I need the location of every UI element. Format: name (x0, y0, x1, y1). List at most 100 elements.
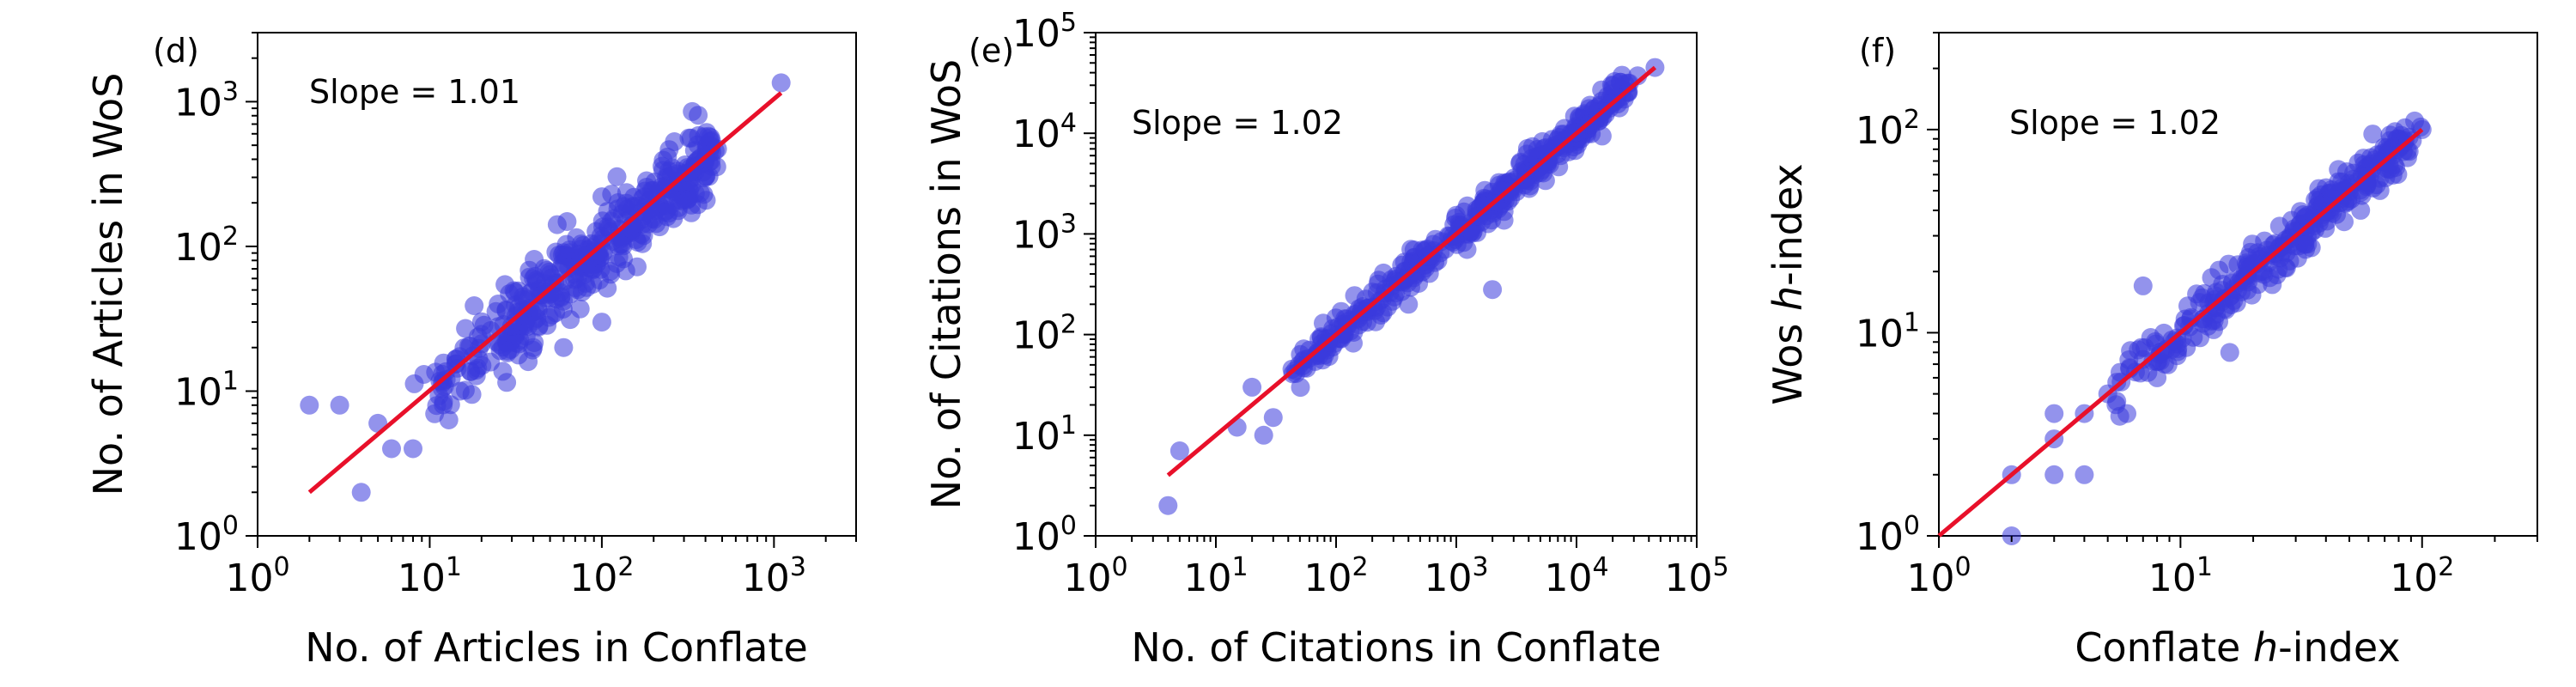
tick-base: 10 (1303, 556, 1352, 600)
tick-exponent: 2 (617, 552, 634, 582)
data-point (1494, 202, 1514, 222)
data-point (2281, 210, 2301, 230)
plot-frame-d (257, 32, 857, 537)
tick-exponent: 3 (1472, 552, 1488, 582)
tick-base: 10 (1063, 556, 1111, 600)
data-point (2148, 368, 2167, 387)
y-tick-label: 100 (174, 511, 239, 559)
data-point (1158, 495, 1178, 515)
data-point (474, 315, 494, 335)
tick-base: 10 (1906, 556, 1954, 600)
y-tick-label: 102 (1856, 105, 1920, 153)
tick-exponent: 0 (1060, 511, 1077, 541)
data-point (2386, 158, 2406, 177)
tick-base: 10 (1183, 556, 1231, 600)
data-point (683, 101, 702, 121)
y-tick-label: 101 (174, 366, 239, 414)
tick-exponent: 0 (1954, 552, 1971, 582)
tick-base: 10 (1664, 556, 1712, 600)
tick-exponent: 4 (1592, 552, 1608, 582)
data-point (1548, 144, 1567, 164)
tick-base: 10 (2148, 556, 2196, 600)
slope-annotation-d: Slope = 1.01 (309, 73, 520, 111)
y-tick-label: 104 (1012, 108, 1077, 156)
data-point (1242, 377, 1262, 397)
data-point (414, 365, 434, 384)
y-tick-label: 101 (1856, 307, 1920, 356)
tick-exponent: 2 (1060, 310, 1077, 340)
data-point (551, 288, 571, 307)
data-point (1401, 277, 1420, 297)
data-point (300, 395, 319, 415)
data-point (2202, 268, 2221, 288)
y-axis-label-f: Wos h-index (1765, 163, 1811, 404)
data-point (617, 183, 636, 203)
x-axis-label-f-italic: h (2253, 624, 2278, 671)
x-tick-label: 100 (1906, 552, 1971, 600)
data-point (2206, 298, 2226, 317)
data-point (1462, 223, 1482, 243)
tick-base: 10 (1012, 314, 1060, 358)
y-tick-label: 103 (174, 76, 239, 125)
data-point (2287, 248, 2307, 268)
x-tick-label: 100 (1063, 552, 1127, 600)
plot-frame-f (1938, 32, 2538, 537)
tick-base: 10 (2390, 556, 2438, 600)
data-point (498, 326, 518, 346)
data-point (2220, 288, 2239, 307)
y-tick-label: 102 (174, 222, 239, 270)
data-point (1263, 408, 1283, 428)
data-point (456, 319, 476, 338)
tick-exponent: 2 (1904, 105, 1920, 135)
marks-d (300, 73, 791, 502)
data-point (2044, 465, 2064, 484)
data-point (592, 187, 611, 207)
y-tick-label: 100 (1856, 511, 1920, 559)
data-point (351, 483, 371, 502)
data-point (2219, 254, 2239, 274)
data-point (1483, 280, 1503, 300)
x-tick-label: 101 (1183, 552, 1248, 600)
y-tick-label: 101 (1012, 410, 1077, 459)
data-point (465, 296, 484, 315)
fit-line (307, 91, 783, 495)
y-tick-label: 103 (1012, 209, 1077, 257)
data-point (489, 295, 508, 313)
tick-exponent: 5 (1060, 8, 1077, 38)
y-axis-label-e: No. of Citations in WoS (923, 59, 969, 509)
data-point (557, 212, 577, 231)
data-point (425, 404, 445, 423)
data-point (2075, 465, 2094, 484)
tick-base: 10 (1012, 415, 1060, 459)
data-point (2374, 137, 2394, 157)
data-point (1170, 441, 1189, 460)
data-point (2117, 404, 2136, 423)
data-point (1345, 286, 1364, 306)
tick-base: 10 (1544, 556, 1592, 600)
slope-annotation-e: Slope = 1.02 (1132, 104, 1343, 142)
data-point (2044, 404, 2064, 423)
data-point (1254, 425, 1273, 445)
data-point (1376, 279, 1395, 299)
y-tick-label: 102 (1012, 310, 1077, 358)
y-tick-label: 105 (1012, 8, 1077, 56)
tick-base: 10 (1856, 109, 1904, 153)
tick-exponent: 2 (1352, 552, 1368, 582)
data-point (1522, 149, 1541, 168)
tick-base: 10 (174, 370, 222, 414)
tick-base: 10 (1856, 515, 1904, 559)
tick-base: 10 (1012, 12, 1060, 56)
tick-exponent: 1 (1231, 552, 1248, 582)
data-point (2298, 234, 2318, 254)
y-axis-label-f-pre: Wos (1765, 311, 1811, 405)
data-point (2193, 309, 2213, 329)
x-axis-label-e: No. of Citations in Conflate (1131, 624, 1661, 671)
data-point (524, 269, 544, 289)
tick-exponent: 5 (1712, 552, 1728, 582)
